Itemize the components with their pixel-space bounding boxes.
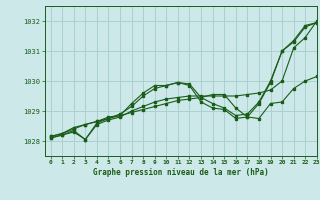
X-axis label: Graphe pression niveau de la mer (hPa): Graphe pression niveau de la mer (hPa): [93, 168, 269, 177]
